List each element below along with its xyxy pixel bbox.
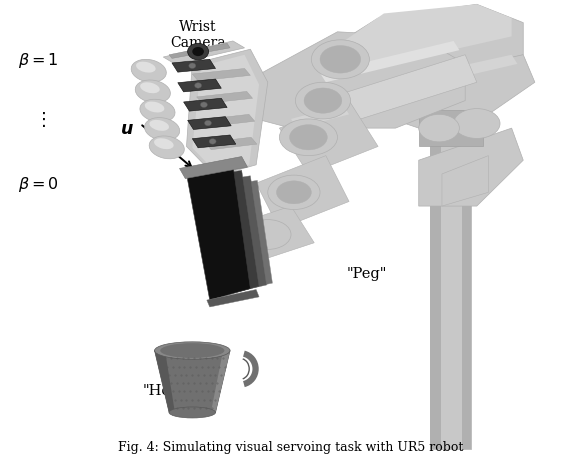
Polygon shape	[186, 50, 268, 177]
Polygon shape	[155, 351, 175, 413]
Ellipse shape	[131, 60, 166, 83]
Ellipse shape	[276, 181, 311, 204]
Text: Fig. 4: Simulating visual servoing task with UR5 robot: Fig. 4: Simulating visual servoing task …	[118, 440, 464, 453]
Polygon shape	[172, 60, 215, 73]
Ellipse shape	[169, 407, 215, 418]
Text: "Hole": "Hole"	[143, 384, 191, 397]
Polygon shape	[430, 101, 441, 449]
Circle shape	[192, 48, 204, 57]
Ellipse shape	[149, 137, 184, 159]
Ellipse shape	[290, 125, 327, 151]
Circle shape	[187, 44, 208, 61]
Ellipse shape	[155, 342, 230, 359]
Polygon shape	[211, 351, 230, 413]
Polygon shape	[279, 101, 378, 174]
Circle shape	[200, 103, 207, 108]
Circle shape	[189, 64, 196, 69]
Ellipse shape	[136, 62, 155, 73]
Polygon shape	[204, 176, 267, 295]
Ellipse shape	[154, 139, 173, 150]
Polygon shape	[442, 156, 488, 207]
Polygon shape	[418, 129, 523, 207]
Ellipse shape	[304, 89, 342, 114]
Polygon shape	[187, 118, 231, 130]
Polygon shape	[207, 290, 259, 307]
Polygon shape	[320, 5, 523, 83]
Ellipse shape	[145, 102, 164, 113]
Polygon shape	[291, 106, 349, 129]
Polygon shape	[179, 157, 247, 179]
Polygon shape	[192, 69, 250, 82]
Ellipse shape	[295, 83, 350, 120]
Polygon shape	[169, 44, 230, 59]
Polygon shape	[178, 80, 221, 93]
Polygon shape	[462, 101, 471, 449]
Polygon shape	[221, 207, 314, 266]
Circle shape	[204, 121, 211, 127]
Polygon shape	[212, 181, 272, 292]
Polygon shape	[338, 5, 512, 65]
Polygon shape	[418, 111, 482, 147]
Ellipse shape	[144, 118, 180, 141]
Polygon shape	[378, 56, 535, 129]
Polygon shape	[256, 156, 349, 230]
Ellipse shape	[150, 121, 169, 132]
Ellipse shape	[268, 176, 320, 210]
Polygon shape	[192, 136, 236, 149]
Ellipse shape	[279, 120, 338, 156]
Text: $\vdots$: $\vdots$	[34, 110, 46, 129]
Circle shape	[209, 140, 216, 145]
Ellipse shape	[140, 83, 159, 94]
Polygon shape	[407, 56, 517, 88]
Ellipse shape	[244, 220, 291, 250]
Polygon shape	[197, 92, 253, 105]
Text: Wrist
Camera: Wrist Camera	[171, 20, 226, 50]
Polygon shape	[195, 171, 259, 297]
Polygon shape	[186, 165, 250, 301]
Ellipse shape	[320, 46, 361, 74]
Text: "Peg": "Peg"	[346, 266, 386, 280]
Polygon shape	[183, 99, 227, 112]
Ellipse shape	[418, 115, 459, 143]
Polygon shape	[430, 101, 471, 449]
Polygon shape	[320, 42, 459, 83]
Polygon shape	[221, 33, 465, 129]
Ellipse shape	[311, 41, 370, 79]
Polygon shape	[164, 42, 244, 65]
Polygon shape	[155, 351, 230, 413]
Ellipse shape	[453, 109, 500, 139]
Polygon shape	[320, 56, 477, 129]
Polygon shape	[201, 115, 255, 128]
Ellipse shape	[140, 100, 175, 123]
Ellipse shape	[160, 343, 225, 358]
Circle shape	[194, 84, 201, 89]
Polygon shape	[192, 56, 259, 175]
Text: $\beta = 0$: $\beta = 0$	[18, 174, 59, 193]
Text: $\boldsymbol{u}$: $\boldsymbol{u}$	[120, 120, 134, 137]
Polygon shape	[205, 138, 257, 151]
Text: $\beta = 1$: $\beta = 1$	[18, 50, 59, 70]
Ellipse shape	[135, 81, 171, 104]
